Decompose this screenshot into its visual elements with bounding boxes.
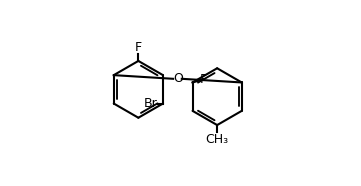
Text: O: O [173, 72, 183, 85]
Text: F: F [200, 73, 207, 86]
Text: CH₃: CH₃ [205, 133, 229, 146]
Text: F: F [135, 41, 142, 54]
Text: Br: Br [144, 97, 157, 110]
